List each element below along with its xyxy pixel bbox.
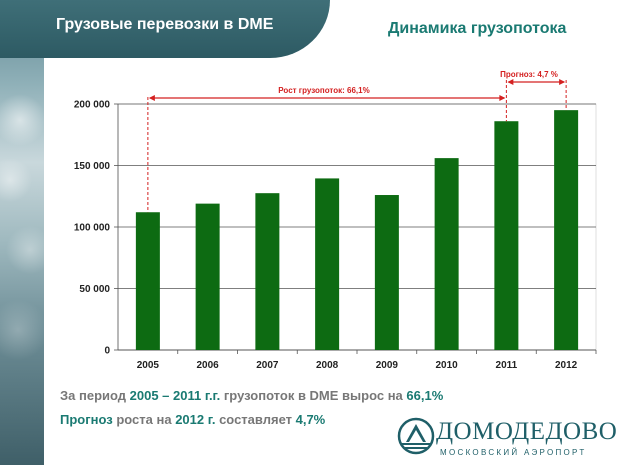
summary-line-1-part-c: грузопоток в DME вырос на — [220, 388, 407, 403]
x-tick-label: 2005 — [137, 360, 160, 371]
header-title: Грузовые перевозки в DME — [56, 16, 274, 33]
summary-line-2: Прогноз роста на 2012 г. составляет 4,7% — [60, 412, 325, 427]
summary-forecast-value: 4,7% — [295, 412, 326, 427]
clouds-decoration — [0, 0, 44, 465]
y-tick-label: 0 — [104, 346, 110, 357]
forecast-annotation-label: Прогноз: 4,7 % — [500, 70, 558, 79]
axis-ticks: 0 50 000 100 000 150 000 200 000 2005 2006 2007… — [74, 100, 597, 371]
growth-arrow-right-head — [499, 95, 506, 101]
logo-subtitle: МОСКОВСКИЙ АЭРОПОРТ — [440, 448, 587, 457]
x-tick-label: 2006 — [197, 360, 220, 371]
bar — [135, 212, 160, 350]
bar — [195, 203, 220, 350]
domodedovo-logo: ДОМОДЕДОВО МОСКОВСКИЙ АЭРОПОРТ — [396, 414, 618, 462]
summary-growth-value: 66,1% — [406, 388, 444, 403]
y-tick-label: 50 000 — [79, 284, 110, 295]
sky-sidebar-image — [0, 0, 44, 465]
bar — [434, 158, 459, 350]
bars — [135, 110, 579, 351]
growth-annotation-label: Рост грузопоток: 66,1% — [278, 86, 369, 95]
x-tick-label: 2011 — [496, 360, 518, 371]
summary-line-2-part-b: роста на — [112, 412, 176, 427]
y-tick-label: 100 000 — [74, 223, 111, 234]
growth-arrow-left-head — [148, 95, 155, 101]
bar — [255, 193, 280, 350]
logo-name: ДОМОДЕДОВО — [436, 418, 618, 445]
forecast-arrow-left-head — [507, 79, 514, 85]
y-tick-label: 150 000 — [74, 161, 111, 172]
x-tick-label: 2008 — [316, 360, 339, 371]
summary-line-2-part-d: составляет — [215, 412, 296, 427]
bar — [494, 121, 519, 350]
bar — [374, 195, 399, 350]
summary-line-1: За период 2005 – 2011 г.г. грузопоток в … — [60, 388, 443, 403]
x-tick-label: 2010 — [436, 360, 459, 371]
airport-logo-icon — [397, 417, 435, 455]
x-tick-label: 2009 — [376, 360, 399, 371]
bar — [554, 110, 579, 351]
annotations: Рост грузопоток: 66,1% Прогноз: 4,7 % — [147, 70, 567, 213]
chart-title: Динамика грузопотока — [388, 20, 567, 37]
x-tick-label: 2012 — [555, 360, 578, 371]
header-bar: Грузовые перевозки в DME — [0, 0, 330, 58]
bar — [315, 178, 340, 350]
summary-forecast-word: Прогноз — [60, 412, 113, 427]
y-tick-label: 200 000 — [74, 100, 111, 111]
x-tick-label: 2007 — [256, 360, 279, 371]
summary-period: 2005 – 2011 г.г. — [129, 388, 221, 403]
forecast-arrow-right-head — [559, 79, 566, 85]
summary-line-1-part-a: За период — [60, 388, 130, 403]
summary-forecast-year: 2012 г. — [175, 412, 216, 427]
